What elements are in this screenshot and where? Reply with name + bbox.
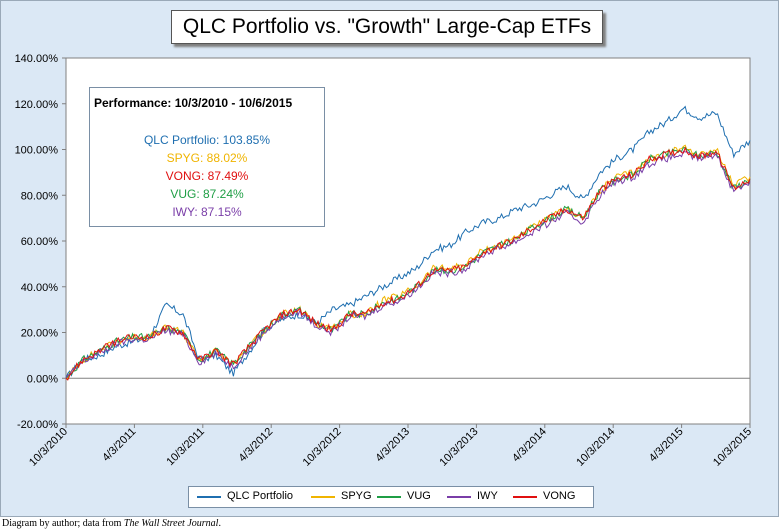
y-tick-label: 120.00% <box>15 99 59 111</box>
x-tick-label: 4/3/2015 <box>647 426 686 465</box>
y-tick-label: 80.00% <box>21 190 59 202</box>
legend-swatch <box>311 496 335 498</box>
x-tick-label: 10/3/2010 <box>27 426 70 469</box>
caption-prefix: Diagram by author; data from <box>2 518 124 529</box>
legend-label: IWY <box>477 490 498 502</box>
caption: Diagram by author; data from The Wall St… <box>2 518 221 529</box>
x-tick-label: 4/3/2014 <box>510 426 549 465</box>
x-tick-label: 10/3/2011 <box>164 426 207 469</box>
y-tick-label: 140.00% <box>15 53 59 65</box>
legend-label: QLC Portfolio <box>227 490 294 502</box>
y-tick-label: 20.00% <box>21 328 59 340</box>
performance-box: Performance: 10/3/2010 - 10/6/2015 QLC P… <box>89 87 325 227</box>
x-tick-label: 4/3/2012 <box>237 426 276 465</box>
legend-label: VUG <box>407 490 431 502</box>
series-line-qlc-portfolio <box>65 105 751 379</box>
series-line-vong <box>65 146 751 381</box>
y-tick-label: -20.00% <box>17 419 58 431</box>
y-tick-label: 100.00% <box>15 145 59 157</box>
legend: QLC Portfolio SPYG VUG IWY VONG <box>188 486 594 508</box>
y-axis-ticks: -20.00% 0.00% 20.00% 40.00% 60.00% 80.00% 100.… <box>15 53 66 431</box>
perf-spyg: SPYG: 88.02% <box>166 151 248 165</box>
series-lines <box>65 105 751 381</box>
perf-vug: VUG: 87.24% <box>170 187 244 201</box>
y-tick-label: 40.00% <box>21 282 59 294</box>
chart-title: QLC Portfolio vs. "Growth" Large-Cap ETF… <box>182 15 592 38</box>
chart: -20.00% 0.00% 20.00% 40.00% 60.00% 80.00% 100.… <box>15 53 755 469</box>
x-tick-label: 10/3/2012 <box>301 426 344 469</box>
x-tick-label: 10/3/2015 <box>711 426 754 469</box>
performance-heading: Performance: 10/3/2010 - 10/6/2015 <box>94 96 293 110</box>
x-tick-label: 4/3/2011 <box>100 426 138 464</box>
x-axis-ticks: 10/3/2010 4/3/2011 10/3/2011 4/3/2012 10/3/2… <box>27 424 754 469</box>
caption-suffix: . <box>218 518 221 529</box>
perf-qlc: QLC Portfolio: 103.85% <box>143 133 271 147</box>
y-tick-label: 60.00% <box>21 236 59 248</box>
y-tick-label: 0.00% <box>27 373 58 385</box>
perf-vong: VONG: 87.49% <box>165 169 249 183</box>
legend-label: VONG <box>543 490 576 502</box>
legend-swatch <box>197 496 221 498</box>
x-tick-label: 10/3/2013 <box>437 426 480 469</box>
legend-swatch <box>513 496 537 498</box>
caption-source: The Wall Street Journal <box>123 518 219 529</box>
legend-swatch <box>447 496 471 498</box>
legend-label: SPYG <box>341 490 372 502</box>
x-tick-label: 10/3/2014 <box>574 426 617 469</box>
title-box: QLC Portfolio vs. "Growth" Large-Cap ETF… <box>171 10 603 44</box>
perf-iwy: IWY: 87.15% <box>172 205 242 219</box>
x-tick-label: 4/3/2013 <box>373 426 412 465</box>
legend-swatch <box>377 496 401 498</box>
